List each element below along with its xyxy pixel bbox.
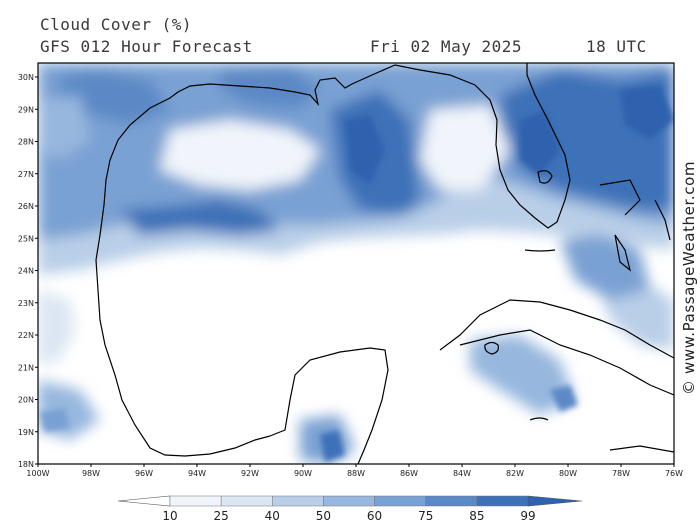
colorbar-segment xyxy=(425,495,478,507)
coastline-lines xyxy=(95,63,674,464)
colorbar-segment xyxy=(169,495,222,507)
gulf-coastline xyxy=(95,63,571,261)
hispaniola-edge xyxy=(609,445,674,453)
colorbar-segment xyxy=(323,495,375,507)
lon-label: 100W xyxy=(26,469,49,478)
lat-label: 22N xyxy=(18,331,34,340)
bahamas-1 xyxy=(599,179,641,216)
mexico-west-coast xyxy=(95,259,271,457)
colorbar-value-label: 10 xyxy=(162,509,177,523)
jamaica-fragment xyxy=(529,417,549,421)
colorbar-value-label: 75 xyxy=(418,509,433,523)
colorbar-segment xyxy=(476,495,529,507)
bahamas-2 xyxy=(614,234,632,272)
site-watermark: © www.PassageWeather.com xyxy=(680,161,698,395)
lake-okeechobee xyxy=(537,170,553,184)
lon-label: 88W xyxy=(347,469,365,478)
colorbar-segment xyxy=(374,495,426,507)
isle-of-youth xyxy=(484,341,499,355)
florida-keys xyxy=(524,249,556,252)
colorbar-segment xyxy=(220,495,273,507)
lon-label: 86W xyxy=(400,469,418,478)
cuba-coastline xyxy=(439,299,674,359)
colorbar-value-label: 50 xyxy=(316,509,331,523)
colorbar-max-arrow xyxy=(527,495,583,507)
latitude-axis: 30N 29N 28N 27N 26N 25N 24N 23N 22N 21N 20N 19N 18N xyxy=(18,73,38,469)
lat-label: 21N xyxy=(18,363,34,372)
map-title: Cloud Cover (%) xyxy=(40,15,192,34)
lat-label: 30N xyxy=(18,73,34,82)
lon-label: 76W xyxy=(665,469,683,478)
forecast-time: 18 UTC xyxy=(586,37,647,56)
colorbar-segment xyxy=(272,495,324,507)
colorbar-value-label: 60 xyxy=(367,509,382,523)
lon-label: 78W xyxy=(612,469,630,478)
cloud-field xyxy=(38,63,674,464)
yucatan-coastline xyxy=(269,347,389,464)
lat-label: 23N xyxy=(18,299,34,308)
colorbar-value-label: 85 xyxy=(469,509,484,523)
lat-label: 20N xyxy=(18,396,34,405)
lat-label: 26N xyxy=(18,202,34,211)
lat-label: 27N xyxy=(18,170,34,179)
lon-label: 98W xyxy=(82,469,100,478)
lon-label: 94W xyxy=(188,469,206,478)
colorbar-legend: 10 25 40 50 60 75 85 99 xyxy=(117,495,583,523)
colorbar-value-label: 40 xyxy=(265,509,280,523)
lat-label: 18N xyxy=(18,460,34,469)
lat-label: 28N xyxy=(18,138,34,147)
lon-label: 80W xyxy=(559,469,577,478)
lat-label: 25N xyxy=(18,234,34,243)
lat-label: 29N xyxy=(18,105,34,114)
forecast-date: Fri 02 May 2025 xyxy=(370,37,522,56)
forecast-label: GFS 012 Hour Forecast xyxy=(40,37,253,56)
lon-label: 96W xyxy=(135,469,153,478)
colorbar-value-label: 25 xyxy=(214,509,229,523)
lat-label: 24N xyxy=(18,267,34,276)
lon-label: 90W xyxy=(294,469,312,478)
lon-label: 84W xyxy=(453,469,471,478)
lat-label: 19N xyxy=(18,428,34,437)
colorbar-value-label: 99 xyxy=(520,509,535,523)
bahamas-3 xyxy=(654,199,671,241)
colorbar-min-arrow xyxy=(117,495,171,507)
lon-label: 92W xyxy=(241,469,259,478)
lon-label: 82W xyxy=(506,469,524,478)
cuba-south-coast xyxy=(459,329,674,396)
longitude-axis: 100W 98W 96W 94W 92W 90W 88W 86W 84W 82W 80W 78W 76W xyxy=(26,464,683,478)
